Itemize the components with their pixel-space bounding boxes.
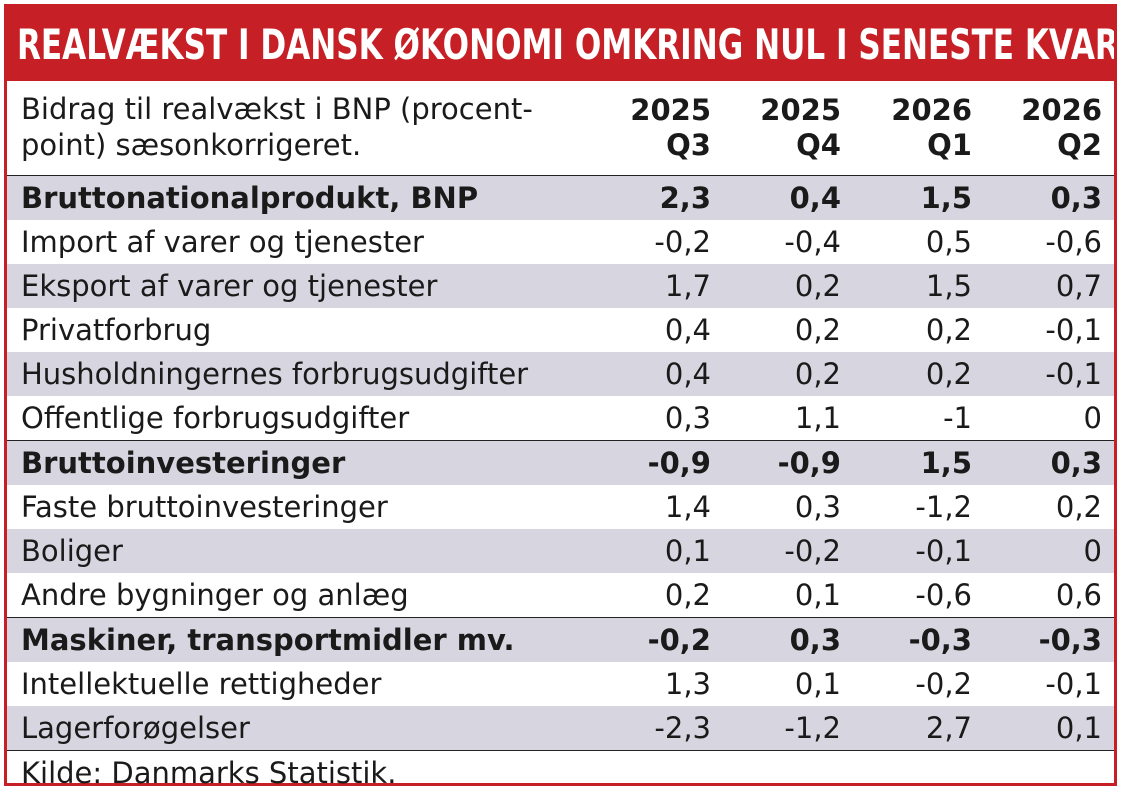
table-cell: 1,5 bbox=[920, 446, 972, 480]
table-cell: -0,3 bbox=[1038, 623, 1102, 657]
table-cell: 1,7 bbox=[664, 269, 711, 303]
table-row: Import af varer og tjenester -0,2 -0,4 0,5 -… bbox=[7, 220, 1114, 264]
table-cell: 2,7 bbox=[925, 711, 972, 745]
table-cell: 0,2 bbox=[664, 578, 711, 612]
table-row: Maskiner, transportmidler mv. -0,2 0,3 -0,3… bbox=[7, 617, 1114, 662]
table-cell: 0,2 bbox=[794, 313, 841, 347]
table-row: Offentlige forbrugsudgifter 0,3 1,1 -1 0 bbox=[7, 396, 1114, 440]
table-cell: 0,2 bbox=[925, 357, 972, 391]
table-cell: 0,1 bbox=[794, 667, 841, 701]
row-label: Bruttoinvesteringer bbox=[21, 446, 346, 480]
row-label: Eksport af varer og tjenester bbox=[21, 269, 438, 303]
column-quarter: Q4 bbox=[796, 128, 841, 162]
column-quarter: Q3 bbox=[666, 128, 711, 162]
table-row: Lagerforøgelser -2,3 -1,2 2,7 0,1 bbox=[7, 706, 1114, 750]
table-cell: 0,4 bbox=[664, 313, 711, 347]
table-row: Andre bygninger og anlæg 0,2 0,1 -0,6 0,6 bbox=[7, 573, 1114, 617]
table-cell: -0,1 bbox=[915, 534, 972, 568]
table-cell: 0,3 bbox=[664, 401, 711, 435]
row-label: Husholdningernes forbrugsudgifter bbox=[21, 357, 529, 391]
table-cell: 0,1 bbox=[1055, 711, 1102, 745]
table-title: REALVÆKST I DANSK ØKONOMI OMKRING NUL I … bbox=[17, 19, 1114, 69]
table-cell: 0,2 bbox=[1055, 490, 1102, 524]
table-row: Eksport af varer og tjenester 1,7 0,2 1,5 0,… bbox=[7, 264, 1114, 308]
table-cell: 2,3 bbox=[659, 181, 711, 215]
table-cell: 0,3 bbox=[789, 623, 841, 657]
table-cell: -0,1 bbox=[1045, 313, 1102, 347]
table-cell: 1,5 bbox=[925, 269, 972, 303]
table-cell: 0,3 bbox=[1050, 181, 1102, 215]
table-cell: 1,5 bbox=[920, 181, 972, 215]
table-cell: 0,5 bbox=[925, 225, 972, 259]
row-label: Privatforbrug bbox=[21, 313, 212, 347]
table-cell: -0,9 bbox=[777, 446, 841, 480]
column-header: 2026 Q2 bbox=[982, 93, 1102, 163]
table-cell: 0,4 bbox=[664, 357, 711, 391]
table-row: Bruttoinvesteringer -0,9 -0,9 1,5 0,3 bbox=[7, 440, 1114, 485]
row-label: Intellektuelle rettigheder bbox=[21, 667, 382, 701]
table-cell: -0,1 bbox=[1045, 357, 1102, 391]
table-body: Bruttonationalprodukt, BNP 2,3 0,4 1,5 0,3 Im… bbox=[7, 176, 1114, 750]
table-cell: 0,3 bbox=[1050, 446, 1102, 480]
table-row: Faste bruttoinvesteringer 1,4 0,3 -1,2 0,2 bbox=[7, 485, 1114, 529]
table-row: Bruttonationalprodukt, BNP 2,3 0,4 1,5 0,3 bbox=[7, 176, 1114, 220]
table-cell: 0,1 bbox=[664, 534, 711, 568]
row-label: Faste bruttoinvesteringer bbox=[21, 490, 388, 524]
table-frame: REALVÆKST I DANSK ØKONOMI OMKRING NUL I … bbox=[4, 4, 1117, 790]
table-cell: 0,6 bbox=[1055, 578, 1102, 612]
table-row: Boliger 0,1 -0,2 -0,1 0 bbox=[7, 529, 1114, 573]
table-cell: 1,1 bbox=[794, 401, 841, 435]
table-cell: 0,3 bbox=[794, 490, 841, 524]
table-cell: -1,2 bbox=[915, 490, 972, 524]
row-label: Boliger bbox=[21, 534, 123, 568]
column-header: 2025 Q3 bbox=[591, 93, 711, 163]
table-cell: 1,4 bbox=[664, 490, 711, 524]
table-cell: -0,2 bbox=[654, 225, 711, 259]
table-cell: 0,4 bbox=[789, 181, 841, 215]
table-cell: 0,2 bbox=[794, 357, 841, 391]
column-quarter: Q1 bbox=[927, 128, 972, 162]
table-cell: -0,9 bbox=[647, 446, 711, 480]
table-cell: -0,2 bbox=[784, 534, 841, 568]
table-description: Bidrag til realvækst i BNP (procent- poi… bbox=[21, 91, 581, 163]
table-cell: -1,2 bbox=[784, 711, 841, 745]
column-header: 2026 Q1 bbox=[852, 93, 972, 163]
source-note: Kilde: Danmarks Statistik. bbox=[7, 750, 1114, 795]
column-quarter: Q2 bbox=[1057, 128, 1102, 162]
column-year: 2025 bbox=[760, 93, 841, 127]
description-line-2: point) sæsonkorrigeret. bbox=[21, 128, 362, 162]
row-label: Bruttonationalprodukt, BNP bbox=[21, 181, 479, 215]
column-year: 2025 bbox=[630, 93, 711, 127]
table-cell: 0,7 bbox=[1055, 269, 1102, 303]
table-cell: -0,2 bbox=[647, 623, 711, 657]
row-label: Maskiner, transportmidler mv. bbox=[21, 623, 515, 657]
table-row: Privatforbrug 0,4 0,2 0,2 -0,1 bbox=[7, 308, 1114, 352]
table-cell: 0 bbox=[1083, 401, 1102, 435]
table-header: Bidrag til realvækst i BNP (procent- poi… bbox=[7, 81, 1114, 176]
table-cell: 0,1 bbox=[794, 578, 841, 612]
table-cell: 0,2 bbox=[794, 269, 841, 303]
table-row: Intellektuelle rettigheder 1,3 0,1 -0,2 -0,1 bbox=[7, 662, 1114, 706]
table-cell: 1,3 bbox=[664, 667, 711, 701]
row-label: Lagerforøgelser bbox=[21, 711, 250, 745]
table-cell: -0,4 bbox=[784, 225, 841, 259]
table-cell: 0 bbox=[1083, 534, 1102, 568]
column-year: 2026 bbox=[1021, 93, 1102, 127]
row-label: Andre bygninger og anlæg bbox=[21, 578, 409, 612]
column-year: 2026 bbox=[891, 93, 972, 127]
table-cell: -0,1 bbox=[1045, 667, 1102, 701]
table-cell: -0,6 bbox=[1045, 225, 1102, 259]
description-line-1: Bidrag til realvækst i BNP (procent- bbox=[21, 92, 533, 126]
table-row: Husholdningernes forbrugsudgifter 0,4 0,2 0… bbox=[7, 352, 1114, 396]
table-cell: -1 bbox=[943, 401, 972, 435]
column-header: 2025 Q4 bbox=[721, 93, 841, 163]
row-label: Import af varer og tjenester bbox=[21, 225, 424, 259]
table-cell: -2,3 bbox=[654, 711, 711, 745]
table-cell: -0,3 bbox=[908, 623, 972, 657]
table-cell: -0,2 bbox=[915, 667, 972, 701]
table-cell: 0,2 bbox=[925, 313, 972, 347]
table-cell: -0,6 bbox=[915, 578, 972, 612]
row-label: Offentlige forbrugsudgifter bbox=[21, 401, 410, 435]
title-bar: REALVÆKST I DANSK ØKONOMI OMKRING NUL I … bbox=[7, 7, 1114, 81]
